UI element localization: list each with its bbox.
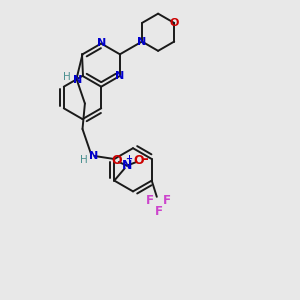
Text: F: F [155,205,163,218]
Text: N: N [97,38,106,49]
Text: N: N [74,75,82,85]
Text: H: H [63,72,71,82]
Text: N: N [137,37,147,46]
Text: N: N [122,159,132,172]
Text: O: O [169,18,179,28]
Text: O: O [111,154,122,167]
Text: F: F [146,194,154,207]
Text: O: O [134,154,144,167]
Text: N: N [115,71,124,81]
Text: -: - [142,152,148,166]
Text: N: N [89,151,98,161]
Text: +: + [125,154,132,163]
Text: F: F [163,194,171,207]
Text: H: H [80,155,88,165]
